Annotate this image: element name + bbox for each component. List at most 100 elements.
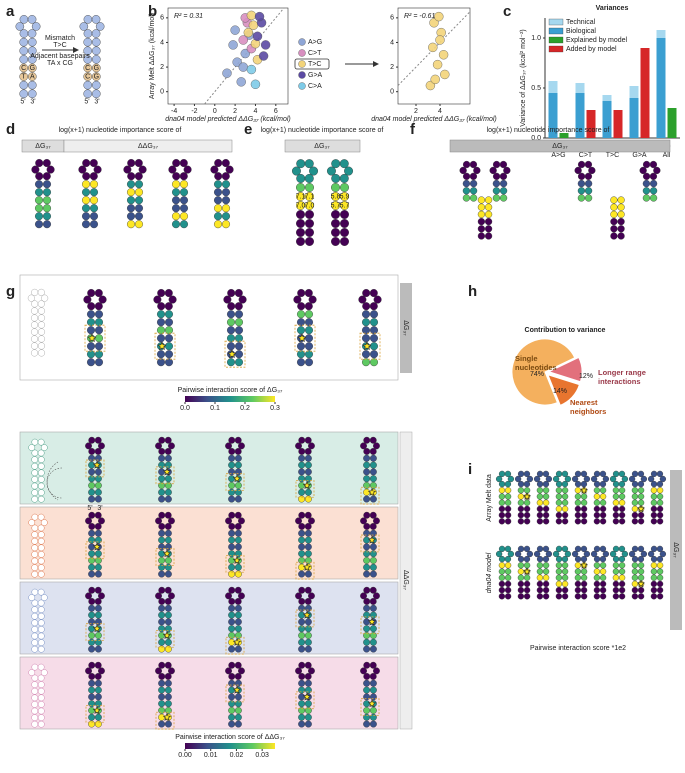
nucleotide bbox=[552, 475, 560, 483]
nucleotide bbox=[523, 562, 531, 569]
nucleotide bbox=[134, 220, 143, 229]
header-label: ΔG₃₇ bbox=[314, 143, 330, 150]
nucleotide bbox=[296, 173, 306, 183]
highlight-box bbox=[359, 332, 381, 360]
star bbox=[162, 631, 172, 640]
nucleotide bbox=[580, 505, 588, 513]
nucleotide bbox=[153, 295, 162, 304]
nucleotide bbox=[296, 159, 306, 169]
nucleotide bbox=[27, 15, 37, 24]
point bbox=[236, 77, 246, 87]
nucleotide bbox=[647, 475, 655, 483]
value-label: 74% bbox=[530, 371, 544, 378]
nucleotide bbox=[31, 694, 39, 702]
nucleotide bbox=[164, 358, 173, 367]
x-tick-label: 2 bbox=[414, 108, 418, 115]
nucleotide bbox=[228, 673, 236, 680]
nucleotide bbox=[363, 618, 371, 626]
nucleotide bbox=[574, 562, 582, 569]
nucleotide bbox=[599, 586, 607, 594]
nucleotide bbox=[156, 310, 165, 319]
nucleotide bbox=[498, 586, 506, 594]
score-label: 7.0 bbox=[305, 202, 315, 209]
nucleotide bbox=[37, 531, 45, 538]
nucleotide bbox=[94, 713, 102, 721]
nucleotide bbox=[631, 470, 639, 478]
nucleotide bbox=[134, 204, 143, 213]
nucleotide bbox=[234, 342, 243, 351]
nucleotide bbox=[228, 475, 236, 483]
nucleotide bbox=[37, 714, 45, 721]
nucleotide bbox=[649, 172, 658, 180]
nucleotide bbox=[158, 536, 166, 544]
panel-label: d bbox=[6, 121, 15, 138]
nucleotide bbox=[298, 482, 306, 489]
nucleotide bbox=[228, 563, 236, 571]
nucleotide bbox=[79, 22, 89, 31]
nucleotide bbox=[340, 201, 349, 210]
star bbox=[367, 617, 377, 626]
note-line: TA x CG bbox=[47, 60, 73, 67]
nucleotide bbox=[304, 679, 312, 687]
highlight-box bbox=[155, 548, 175, 566]
nucleotide bbox=[504, 499, 512, 506]
nucleotide bbox=[498, 511, 506, 519]
point bbox=[246, 64, 257, 75]
nucleotide bbox=[28, 37, 37, 47]
nucleotide bbox=[637, 470, 645, 478]
nucleotide bbox=[234, 495, 242, 503]
nucleotide bbox=[298, 611, 306, 619]
nucleotide bbox=[363, 713, 371, 721]
nucleotide bbox=[126, 220, 135, 229]
nucleotide bbox=[473, 166, 481, 175]
nucleotide bbox=[37, 469, 45, 477]
panel-label: c bbox=[503, 3, 511, 20]
nucleotide bbox=[462, 194, 471, 202]
nucleotide bbox=[94, 482, 102, 489]
nucleotide bbox=[94, 604, 102, 612]
x-tick-label: -4 bbox=[171, 108, 177, 115]
nucleotide bbox=[362, 326, 371, 335]
nucleotide bbox=[536, 562, 544, 569]
nucleotide bbox=[85, 667, 92, 675]
nucleotide bbox=[158, 679, 166, 687]
y-tick-label: 4 bbox=[160, 39, 164, 46]
nucleotide bbox=[373, 442, 380, 450]
nucleotide bbox=[610, 210, 618, 219]
nucleotide bbox=[517, 493, 525, 500]
nucleotide bbox=[234, 550, 242, 558]
nucleotide bbox=[157, 289, 166, 298]
nucleotide bbox=[134, 159, 143, 168]
nucleotide bbox=[369, 625, 377, 633]
nucleotide bbox=[228, 625, 236, 633]
nucleotide bbox=[221, 188, 230, 197]
nucleotide bbox=[234, 598, 242, 605]
identity-line bbox=[204, 7, 285, 105]
nucleotide bbox=[304, 625, 312, 633]
nucleotide bbox=[94, 289, 103, 298]
nucleotide bbox=[498, 480, 506, 488]
nucleotide bbox=[172, 172, 181, 181]
nucleotide bbox=[168, 667, 175, 675]
nucleotide bbox=[134, 188, 143, 197]
base-letter: G bbox=[94, 65, 99, 72]
nucleotide bbox=[369, 570, 377, 578]
nucleotide bbox=[31, 588, 39, 596]
nucleotide bbox=[304, 632, 312, 639]
nucleotide bbox=[612, 586, 620, 594]
nucleotide bbox=[618, 505, 626, 513]
nucleotide bbox=[305, 334, 314, 343]
nucleotide bbox=[234, 543, 242, 551]
x-tick-label: -2 bbox=[191, 108, 197, 115]
nucleotide bbox=[164, 543, 172, 551]
base-letter: G bbox=[30, 65, 35, 72]
nucleotide bbox=[574, 511, 582, 519]
nucleotide bbox=[92, 37, 101, 47]
nucleotide bbox=[308, 667, 315, 675]
nucleotide bbox=[637, 593, 645, 600]
nucleotide bbox=[599, 518, 607, 525]
bar bbox=[667, 108, 677, 138]
nucleotide bbox=[363, 543, 371, 551]
nucleotide bbox=[88, 436, 96, 444]
nucleotide bbox=[561, 545, 569, 553]
